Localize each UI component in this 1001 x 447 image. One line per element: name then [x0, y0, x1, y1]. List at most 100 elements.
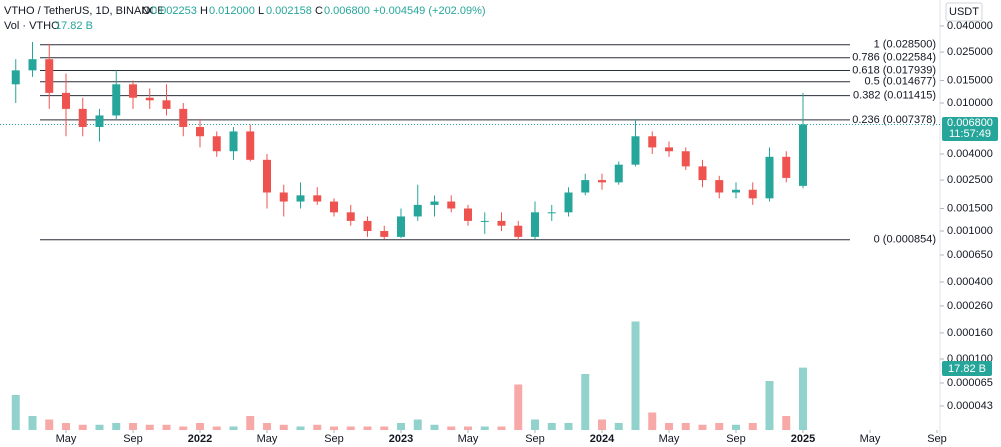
volume-bar — [229, 426, 238, 430]
x-tick-label: Sep — [927, 433, 947, 445]
currency[interactable]: USDT — [949, 6, 979, 18]
y-tick-label: 0.000065 — [947, 377, 993, 389]
x-tick-label: Sep — [726, 433, 746, 445]
volume-bar — [581, 374, 590, 430]
candle-body — [480, 220, 489, 222]
x-tick-label: 2022 — [188, 433, 212, 445]
y-tick-label: 0.010000 — [947, 97, 993, 109]
last-price-box — [942, 117, 998, 141]
volume-bar — [497, 426, 506, 430]
volume-bar — [681, 423, 690, 430]
o-value: 0.002253 — [151, 5, 197, 17]
candle-body — [598, 180, 606, 183]
volume-bar — [212, 426, 221, 430]
candle-body — [78, 108, 87, 127]
fib-label: 0.236 (0.007378) — [852, 114, 936, 126]
volume-bar — [397, 423, 405, 430]
volume-bar — [196, 423, 204, 430]
volume-bar — [665, 423, 673, 430]
candle-body — [279, 192, 288, 202]
fib-label: 0.382 (0.011415) — [853, 90, 936, 102]
last-volume: 17.82 B — [948, 363, 986, 375]
volume-bar — [732, 424, 740, 430]
volume-bar — [112, 423, 121, 430]
volume-bar — [531, 419, 539, 430]
volume-bar — [514, 384, 523, 430]
fib-label: 0.618 (0.017939) — [852, 64, 936, 76]
candle-body — [681, 151, 690, 167]
legend-header: VTHO / TetherUS, 1D, BINANCE O 0.002253 … — [4, 5, 486, 32]
y-tick-label: 0.004000 — [947, 148, 993, 160]
candle-body — [112, 84, 121, 116]
volume-bar — [78, 424, 87, 430]
change: +0.004549 (+202.09%) — [373, 5, 486, 17]
candle-body — [698, 166, 707, 181]
y-tick-label: 0.040000 — [947, 20, 993, 32]
volume-bar — [62, 423, 70, 430]
volume-bar — [648, 412, 657, 430]
y-tick-label: 0.000043 — [947, 400, 993, 412]
countdown: 11:57:49 — [949, 128, 991, 140]
volume-bar — [363, 426, 372, 430]
volume-bar — [782, 416, 791, 430]
x-tick-label: Sep — [324, 433, 344, 445]
candle-body — [715, 180, 724, 193]
volume-bar — [246, 416, 255, 430]
volume-bar — [45, 419, 54, 430]
y-tick-label: 0.002500 — [947, 174, 993, 186]
y-tick-label: 0.000400 — [947, 276, 993, 288]
volume-bar — [28, 416, 37, 430]
fib-label: 0 (0.000854) — [874, 234, 936, 246]
o-label: O — [142, 5, 151, 17]
volume-bar — [715, 423, 724, 430]
volume-bar — [380, 426, 389, 430]
volume-bar — [330, 426, 338, 430]
candle-body — [212, 136, 221, 152]
candle-body — [397, 216, 405, 237]
candle-body — [45, 59, 54, 93]
candle-body — [95, 115, 104, 127]
y-tick-label: 0.001000 — [947, 225, 993, 237]
volume-bar — [480, 426, 489, 430]
volume-bar — [598, 419, 606, 430]
y-tick-label: 0.000160 — [947, 327, 993, 339]
fib-label: 0.5 (0.014677) — [864, 76, 936, 88]
candle-body — [179, 108, 188, 127]
y-tick-label: 0.001500 — [947, 202, 993, 214]
candle-body — [782, 156, 791, 178]
currency-button[interactable] — [945, 2, 983, 22]
volume-bar — [95, 424, 104, 430]
volume-bar — [145, 424, 154, 430]
candle-body — [748, 189, 757, 199]
candle-body — [765, 156, 774, 199]
candle-body — [631, 136, 640, 165]
candle-body — [514, 225, 523, 237]
volume-bar — [279, 424, 288, 430]
candle-body — [564, 192, 573, 213]
y-tick-label: 0.000260 — [947, 300, 993, 312]
x-tick-label: Sep — [525, 433, 545, 445]
l-label: L — [258, 5, 264, 17]
candle-body — [145, 97, 154, 101]
candle-body — [665, 147, 673, 152]
symbol: VTHO / TetherUS, 1D, BINANCE — [4, 5, 165, 17]
candle-body — [296, 195, 305, 202]
vol-label: Vol · VTHO — [4, 20, 60, 32]
volume-bar — [447, 426, 456, 430]
volume-bar — [631, 321, 640, 430]
candle-body — [614, 164, 623, 183]
candle-body — [28, 59, 37, 71]
vol-value: 17.82 B — [55, 20, 93, 32]
candle-body — [363, 220, 372, 232]
candle-body — [732, 189, 740, 193]
x-tick-label: Sep — [123, 433, 143, 445]
volume-bar — [263, 423, 271, 430]
volume-bar — [765, 381, 774, 430]
candle-body — [464, 208, 472, 221]
candle-body — [547, 212, 556, 214]
x-tick-label: 2025 — [791, 433, 815, 445]
last-price: 0.006800 — [947, 117, 993, 129]
candle-body — [246, 131, 255, 160]
candle-body — [380, 231, 389, 237]
